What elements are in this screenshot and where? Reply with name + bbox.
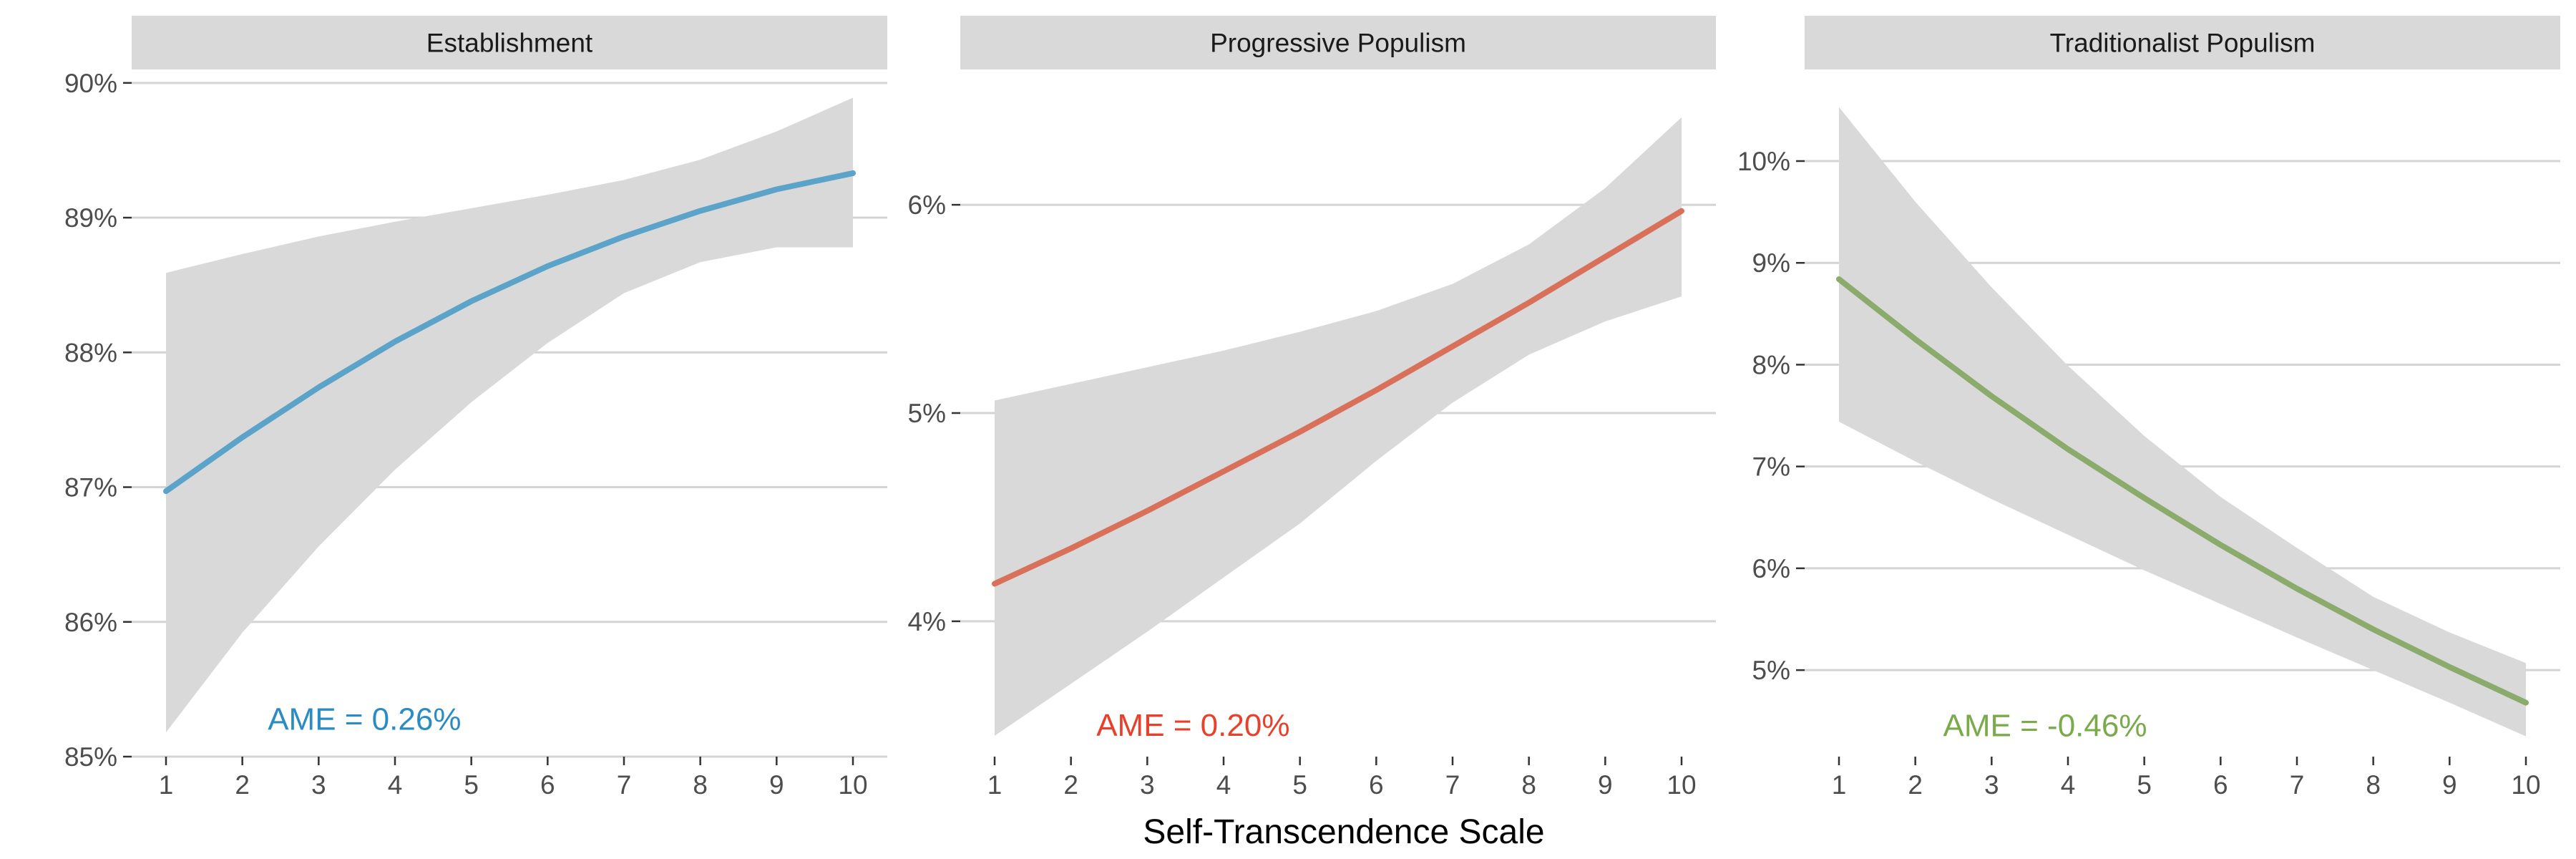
x-tick-label: 2 bbox=[235, 770, 250, 800]
x-tick-label: 3 bbox=[1140, 770, 1155, 800]
x-tick-label: 8 bbox=[1521, 770, 1536, 800]
y-tick-label: 89% bbox=[64, 203, 117, 233]
x-tick-label: 10 bbox=[838, 770, 867, 800]
x-tick-label: 9 bbox=[769, 770, 784, 800]
ame-annotation: AME = -0.46% bbox=[1943, 709, 2147, 744]
x-tick-label: 2 bbox=[1063, 770, 1078, 800]
facet-title: Establishment bbox=[426, 29, 593, 58]
x-tick-label: 9 bbox=[1598, 770, 1613, 800]
series-line bbox=[1836, 276, 2529, 706]
y-tick-label: 88% bbox=[64, 338, 117, 367]
confidence-band bbox=[995, 117, 1682, 736]
x-tick-label: 1 bbox=[1832, 770, 1847, 800]
x-tick-label: 4 bbox=[2061, 770, 2076, 800]
x-tick-label: 8 bbox=[693, 770, 708, 800]
x-tick-label: 6 bbox=[1369, 770, 1384, 800]
facet-strip bbox=[132, 16, 887, 69]
x-tick-label: 6 bbox=[2213, 770, 2228, 800]
facet-title: Progressive Populism bbox=[1210, 29, 1466, 58]
y-tick-label: 87% bbox=[64, 473, 117, 503]
y-tick-label: 4% bbox=[908, 607, 946, 636]
x-tick-label: 1 bbox=[159, 770, 174, 800]
ame-annotation: AME = 0.20% bbox=[1096, 708, 1289, 743]
y-tick-label: 5% bbox=[1752, 656, 1790, 685]
x-tick-label: 3 bbox=[311, 770, 326, 800]
ame-annotation: AME = 0.26% bbox=[268, 702, 461, 737]
x-tick-label: 7 bbox=[617, 770, 632, 800]
x-tick-label: 10 bbox=[2511, 770, 2540, 800]
x-tick-label: 4 bbox=[1216, 770, 1231, 800]
confidence-band bbox=[1839, 107, 2526, 737]
x-tick-label: 9 bbox=[2442, 770, 2457, 800]
facet-strip bbox=[1805, 16, 2560, 69]
x-tick-label: 3 bbox=[1984, 770, 1999, 800]
facet-panel-3: Traditionalist Populism 5% 6% 7% 8% 9% 10% 1 2 3 4… bbox=[1737, 16, 2560, 800]
y-tick-label: 90% bbox=[64, 69, 117, 98]
x-tick-label: 4 bbox=[388, 770, 403, 800]
x-tick-label: 5 bbox=[1292, 770, 1307, 800]
x-tick-label: 5 bbox=[2137, 770, 2152, 800]
x-tick-label: 2 bbox=[1908, 770, 1923, 800]
y-tick-label: 10% bbox=[1737, 147, 1790, 176]
series-line bbox=[992, 208, 1684, 587]
x-tick-label: 1 bbox=[987, 770, 1002, 800]
y-tick-label: 86% bbox=[64, 608, 117, 637]
facet-title: Traditionalist Populism bbox=[2050, 29, 2316, 58]
x-tick-label: 5 bbox=[464, 770, 479, 800]
y-tick-label: 6% bbox=[908, 190, 946, 220]
x-tick-label: 7 bbox=[1445, 770, 1460, 800]
facet-panel-2: Progressive Populism 4% 5% 6% 1 2 3 4 5 6 7 8 9 10 AME… bbox=[908, 16, 1716, 800]
confidence-band bbox=[166, 97, 853, 733]
x-axis-label: Self-Transcendence Scale bbox=[1143, 813, 1544, 851]
x-tick-label: 10 bbox=[1667, 770, 1696, 800]
y-tick-label: 7% bbox=[1752, 452, 1790, 482]
y-tick-label: 9% bbox=[1752, 248, 1790, 278]
y-tick-label: 6% bbox=[1752, 554, 1790, 583]
series-line bbox=[163, 170, 856, 495]
x-tick-label: 7 bbox=[2290, 770, 2305, 800]
facet-panel-1: Establishment 85% 86% 87% 88% 89% 90% 1 2 3 4 5 6 7 8 9… bbox=[64, 16, 887, 800]
y-tick-label: 8% bbox=[1752, 350, 1790, 379]
facet-strip bbox=[960, 16, 1716, 69]
y-tick-label: 85% bbox=[64, 742, 117, 772]
x-tick-label: 8 bbox=[2366, 770, 2381, 800]
y-tick-label: 5% bbox=[908, 399, 946, 428]
x-tick-label: 6 bbox=[540, 770, 555, 800]
